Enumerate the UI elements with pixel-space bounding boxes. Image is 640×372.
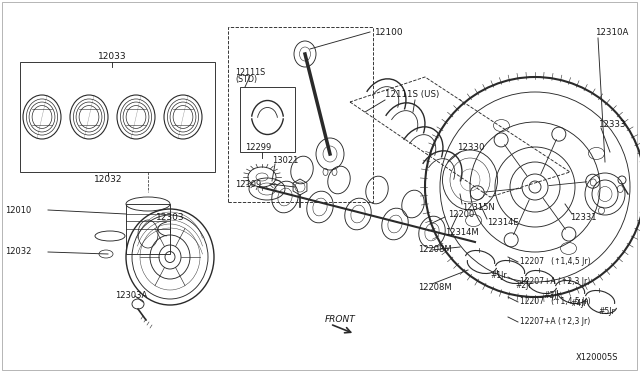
Text: 12299: 12299 — [245, 142, 271, 151]
Text: 12109: 12109 — [235, 180, 261, 189]
Text: 12111S: 12111S — [235, 67, 265, 77]
Text: 12207+A (↑2,3 Jr): 12207+A (↑2,3 Jr) — [520, 278, 590, 286]
Text: 12033: 12033 — [98, 51, 126, 61]
Text: #1Jr: #1Jr — [490, 272, 507, 280]
Bar — [126, 204, 170, 254]
Text: FRONT: FRONT — [325, 314, 356, 324]
Text: 12330: 12330 — [457, 142, 484, 151]
Text: 12333: 12333 — [598, 119, 625, 128]
Text: 12032: 12032 — [93, 174, 122, 183]
Text: #5Jr: #5Jr — [598, 308, 615, 317]
Text: 12111S (US): 12111S (US) — [385, 90, 439, 99]
Text: 12331: 12331 — [570, 212, 596, 221]
Text: 13021: 13021 — [272, 155, 298, 164]
Text: 12315N: 12315N — [462, 202, 495, 212]
Text: 12100: 12100 — [375, 28, 404, 36]
Text: #2Jr: #2Jr — [515, 282, 532, 291]
Text: 12207   (↑1,4,5 Jr): 12207 (↑1,4,5 Jr) — [520, 257, 591, 266]
Bar — [240, 87, 295, 152]
Text: 12310A: 12310A — [595, 28, 628, 36]
Text: 12314M: 12314M — [445, 228, 479, 237]
Text: 12208M: 12208M — [418, 246, 452, 254]
Text: 12314E: 12314E — [487, 218, 518, 227]
Text: 12303A: 12303A — [115, 292, 147, 301]
Text: 12207+A (↑2,3 Jr): 12207+A (↑2,3 Jr) — [520, 317, 590, 327]
Text: 12303: 12303 — [156, 212, 184, 221]
Text: #4Jr: #4Jr — [570, 299, 587, 308]
Bar — [20, 62, 215, 172]
Text: #3Jr: #3Jr — [543, 291, 560, 299]
Text: 12010: 12010 — [5, 205, 31, 215]
Text: 12032: 12032 — [5, 247, 31, 257]
Bar — [228, 27, 373, 202]
Text: 12208M: 12208M — [418, 282, 452, 292]
Text: (STD): (STD) — [235, 74, 257, 83]
Text: 12200: 12200 — [448, 209, 474, 218]
Text: X120005S: X120005S — [575, 353, 618, 362]
Text: 12207   (↑1,4,5 Jr): 12207 (↑1,4,5 Jr) — [520, 298, 591, 307]
